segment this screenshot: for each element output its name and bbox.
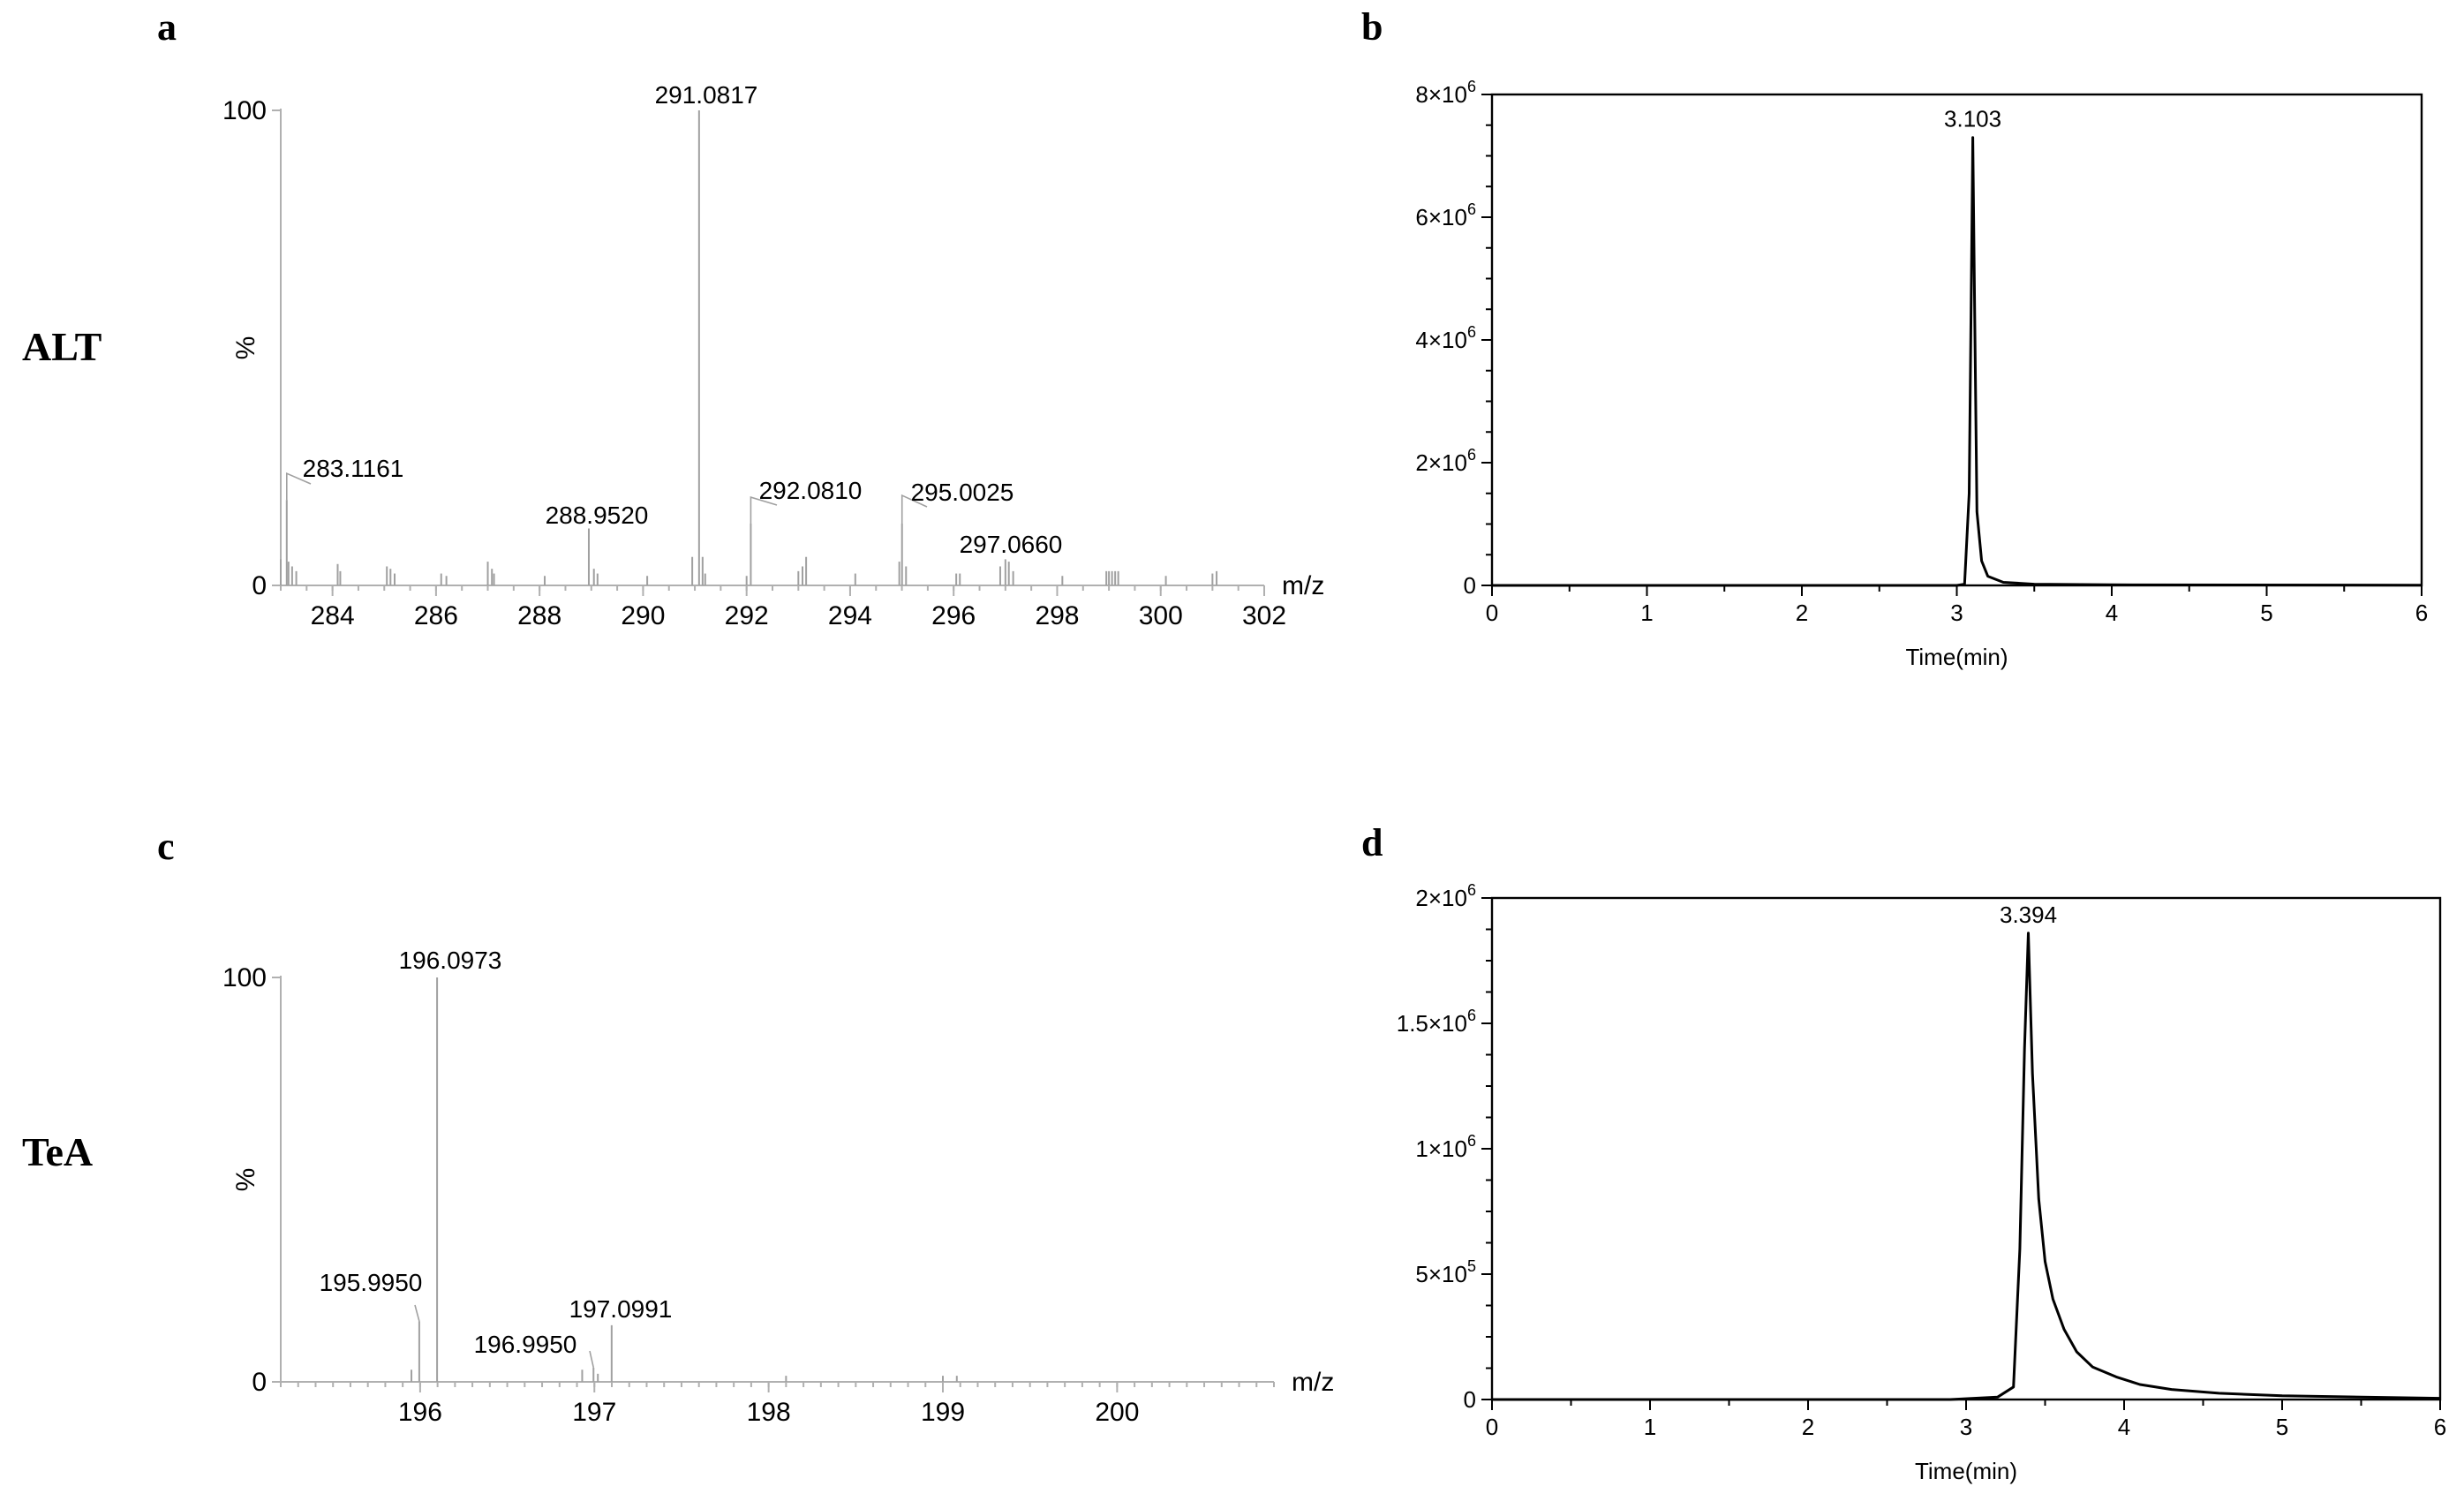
y-tick-label: 4×106 <box>1415 323 1476 353</box>
chromatogram-trace <box>1492 136 2423 587</box>
chromatogram-trace <box>1492 932 2441 1401</box>
peak-label: 196.0973 <box>399 947 502 974</box>
panel-letter-a: a <box>157 5 177 49</box>
x-tick-label: 3 <box>1960 1414 1972 1440</box>
panel-letter-c: c <box>157 825 175 868</box>
x-tick-label: 302 <box>1242 601 1286 630</box>
x-tick-label: 284 <box>311 601 355 630</box>
y-tick-label: 2×106 <box>1415 881 1476 911</box>
x-tick-label: 2 <box>1802 1414 1814 1440</box>
x-tick-label: 4 <box>2118 1414 2130 1440</box>
x-tick-label: 1 <box>1644 1414 1656 1440</box>
x-axis-label: m/z <box>1282 571 1324 600</box>
x-tick-label: 288 <box>517 601 561 630</box>
peak-retention-label: 3.394 <box>2000 902 2057 928</box>
panel-letter-d: d <box>1361 821 1383 864</box>
x-tick-label: 0 <box>1486 600 1498 626</box>
x-tick-label: 6 <box>2434 1414 2446 1440</box>
x-tick-label: 286 <box>414 601 458 630</box>
x-axis-label: Time(min) <box>1915 1458 2017 1484</box>
x-tick-label: 300 <box>1139 601 1183 630</box>
plot-frame <box>1490 93 2423 587</box>
y-tick-label: 0 <box>252 571 267 600</box>
mass-spectrum-panel-c: 0 100% 196 197 198 199 200 m/z 195.9950 196.0973 1… <box>222 947 1334 1427</box>
x-tick-label: 292 <box>725 601 769 630</box>
peak-label-leader <box>750 495 778 524</box>
row-label-tea: TeA <box>22 1129 93 1174</box>
chromatogram-panel-d: 0 1 2 3 4 5 6 Time(min) 0 5×105 1×106 1.5×106 2×106 3… <box>1397 881 2447 1484</box>
x-tick-label: 0 <box>1486 1414 1498 1440</box>
y-tick-label: 8×106 <box>1415 78 1476 108</box>
y-tick-label: 5×105 <box>1415 1257 1476 1287</box>
peak-label-leader <box>286 472 312 501</box>
peak-label: 195.9950 <box>320 1269 423 1296</box>
x-tick-label: 197 <box>572 1398 616 1427</box>
y-tick-label: 0 <box>252 1368 267 1397</box>
peak-label: 196.9950 <box>474 1331 577 1358</box>
peak-label: 291.0817 <box>655 81 758 109</box>
x-axis-label: Time(min) <box>1905 644 2008 670</box>
x-tick-label: 198 <box>747 1398 791 1427</box>
y-tick-label: 2×106 <box>1415 446 1476 476</box>
x-tick-label: 6 <box>2415 600 2428 626</box>
x-axis-label: m/z <box>1292 1368 1334 1397</box>
x-tick-label: 199 <box>921 1398 965 1427</box>
x-tick-label: 298 <box>1035 601 1079 630</box>
peak-label: 292.0810 <box>759 477 863 504</box>
peak-label-leader <box>589 1350 595 1369</box>
peak-retention-label: 3.103 <box>1944 106 2001 132</box>
y-tick-label: 0 <box>1464 572 1476 599</box>
x-tick-label: 5 <box>2260 600 2272 626</box>
panel-letter-b: b <box>1361 5 1383 49</box>
peak-label: 295.0025 <box>911 479 1014 506</box>
peak-label: 297.0660 <box>960 531 1063 558</box>
x-tick-label: 196 <box>398 1398 442 1427</box>
plot-frame <box>1490 896 2442 1401</box>
peak-label: 283.1161 <box>303 455 404 482</box>
y-tick-label: 0 <box>1464 1386 1476 1413</box>
peak-label-leader <box>414 1304 420 1322</box>
x-tick-label: 4 <box>2106 600 2118 626</box>
y-tick-label: 100 <box>222 963 267 992</box>
x-tick-label: 290 <box>621 601 665 630</box>
y-tick-label: 1.5×106 <box>1397 1007 1476 1037</box>
y-axis-label: % <box>231 1168 260 1192</box>
x-tick-label: 5 <box>2276 1414 2288 1440</box>
x-tick-label: 3 <box>1950 600 1963 626</box>
x-tick-label: 296 <box>931 601 976 630</box>
y-tick-label: 100 <box>222 96 267 125</box>
x-tick-label: 1 <box>1640 600 1653 626</box>
peak-label: 197.0991 <box>569 1295 673 1323</box>
y-axis-label: % <box>231 336 260 360</box>
x-tick-label: 294 <box>828 601 872 630</box>
peak-label: 288.9520 <box>546 502 649 529</box>
y-tick-label: 1×106 <box>1415 1132 1476 1162</box>
y-tick-label: 6×106 <box>1415 200 1476 230</box>
row-label-alt: ALT <box>22 324 102 369</box>
x-tick-label: 200 <box>1095 1398 1139 1427</box>
x-tick-label: 2 <box>1796 600 1808 626</box>
chromatogram-panel-b: 0 1 2 3 4 5 6 Time(min) 0 2×106 4×106 6×106 8×106 3.1… <box>1415 78 2428 670</box>
peak-label-leader <box>900 494 928 524</box>
